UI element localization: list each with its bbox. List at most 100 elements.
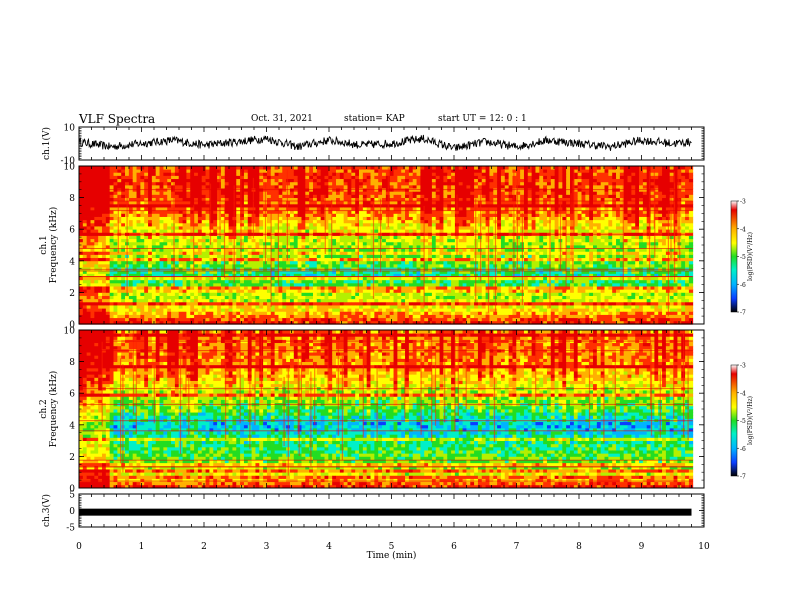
spectrogram-cell <box>297 203 302 208</box>
spectrogram-cell <box>182 311 187 315</box>
spectrogram-cell <box>274 251 279 255</box>
spectrogram-cell <box>362 229 368 233</box>
spectrogram-cell <box>174 210 180 214</box>
spectrogram-cell <box>397 254 402 259</box>
spectrogram-cell <box>178 320 183 325</box>
spectrogram-cell <box>171 166 176 170</box>
spectrogram-cell <box>320 308 325 312</box>
spectrogram-cell <box>113 181 118 186</box>
spectrogram-cell <box>416 216 421 221</box>
spectrogram-cell <box>263 311 268 315</box>
spectrogram-cell <box>79 169 84 173</box>
spectrogram-cell <box>174 263 180 268</box>
spectrogram-cell <box>236 235 241 240</box>
spectrogram-cell <box>155 289 160 293</box>
spectrogram-cell <box>328 273 333 277</box>
spectrogram-cell <box>312 207 318 211</box>
spectrogram-cell <box>79 317 84 322</box>
spectrogram-cell <box>174 222 180 227</box>
spectrogram-cell <box>109 320 114 325</box>
spectrogram-cell <box>224 301 230 306</box>
spectrogram-cell <box>428 216 433 221</box>
spectrogram-cell <box>159 308 164 312</box>
spectrogram-cell <box>389 308 394 312</box>
spectrogram-cell <box>374 197 379 202</box>
spectrogram-cell <box>443 298 448 303</box>
spectrogram-cell <box>247 286 253 290</box>
spectrogram-cell <box>289 166 295 170</box>
spectrogram-cell <box>167 311 172 315</box>
spectrogram-cell <box>163 301 168 306</box>
spectrogram-cell <box>132 210 137 214</box>
spectrogram-cell <box>270 235 276 240</box>
spectrogram-cell <box>336 194 341 198</box>
spectrogram-cell <box>339 260 345 265</box>
spectrogram-cell <box>435 203 440 208</box>
spectrogram-cell <box>309 295 314 300</box>
spectrogram-cell <box>416 320 421 325</box>
spectrogram-cell <box>332 298 337 303</box>
spectrogram-cell <box>382 203 387 208</box>
spectrogram-cell <box>343 298 348 303</box>
spectrogram-cell <box>79 178 84 183</box>
spectrogram-cell <box>435 216 440 221</box>
spectrogram-cell <box>370 295 375 300</box>
spectrogram-cell <box>194 222 199 227</box>
spectrogram-cell <box>351 229 356 233</box>
spectrogram-cell <box>359 181 364 186</box>
spectrogram-cell <box>205 279 210 284</box>
spectrogram-cell <box>178 197 183 202</box>
spectrogram-cell <box>439 181 444 186</box>
spectrogram-cell <box>397 289 402 293</box>
spectrogram-cell <box>220 248 226 252</box>
spectrogram-cell <box>278 238 283 243</box>
spectrogram-cell <box>182 184 187 189</box>
spectrogram-cell <box>201 238 206 243</box>
spectrogram-cell <box>312 184 318 189</box>
spectrogram-cell <box>393 248 398 252</box>
spectrogram-cell <box>370 235 375 240</box>
spectrogram-cell <box>355 273 360 277</box>
spectrogram-cell <box>220 241 226 246</box>
spectrogram-cell <box>151 172 157 176</box>
spectrogram-cell <box>102 219 107 224</box>
spectrogram-cell <box>205 260 210 265</box>
spectrogram-cell <box>148 241 153 246</box>
spectrogram-cell <box>389 203 394 208</box>
spectrogram-cell <box>408 181 414 186</box>
spectrogram-cell <box>301 308 306 312</box>
spectrogram-cell <box>197 184 203 189</box>
spectrogram-cell <box>401 241 406 246</box>
spectrogram-cell <box>362 219 368 224</box>
spectrogram-cell <box>324 194 329 198</box>
spectrogram-cell <box>228 279 233 284</box>
spectrogram-cell <box>431 248 437 252</box>
spectrogram-cell <box>408 279 414 284</box>
spectrogram-cell <box>431 257 437 262</box>
spectrogram-cell <box>178 169 183 173</box>
spectrogram-cell <box>366 301 371 306</box>
spectrogram-cell <box>243 292 249 296</box>
spectrogram-cell <box>366 270 371 274</box>
spectrogram-cell <box>289 169 295 173</box>
spectrogram-cell <box>435 219 440 224</box>
spectrogram-cell <box>366 248 371 252</box>
spectrogram-cell <box>443 169 448 173</box>
spectrogram-cell <box>389 245 394 249</box>
spectrogram-cell <box>435 178 440 183</box>
spectrogram-cell <box>240 251 245 255</box>
spectrogram-cell <box>220 222 226 227</box>
spectrogram-cell <box>174 241 180 246</box>
spectrogram-cell <box>163 241 168 246</box>
spectrogram-cell <box>151 191 157 195</box>
spectrogram-cell <box>90 178 95 183</box>
spectrogram-cell <box>213 172 218 176</box>
spectrogram-cell <box>278 216 283 221</box>
spectrogram-cell <box>343 270 348 274</box>
spectrogram-cell <box>194 226 199 230</box>
spectrogram-cell <box>117 279 122 284</box>
spectrogram-cell <box>186 216 191 221</box>
spectrogram-cell <box>428 251 433 255</box>
spectrogram-cell <box>389 213 394 217</box>
spectrogram-cell <box>79 245 84 249</box>
